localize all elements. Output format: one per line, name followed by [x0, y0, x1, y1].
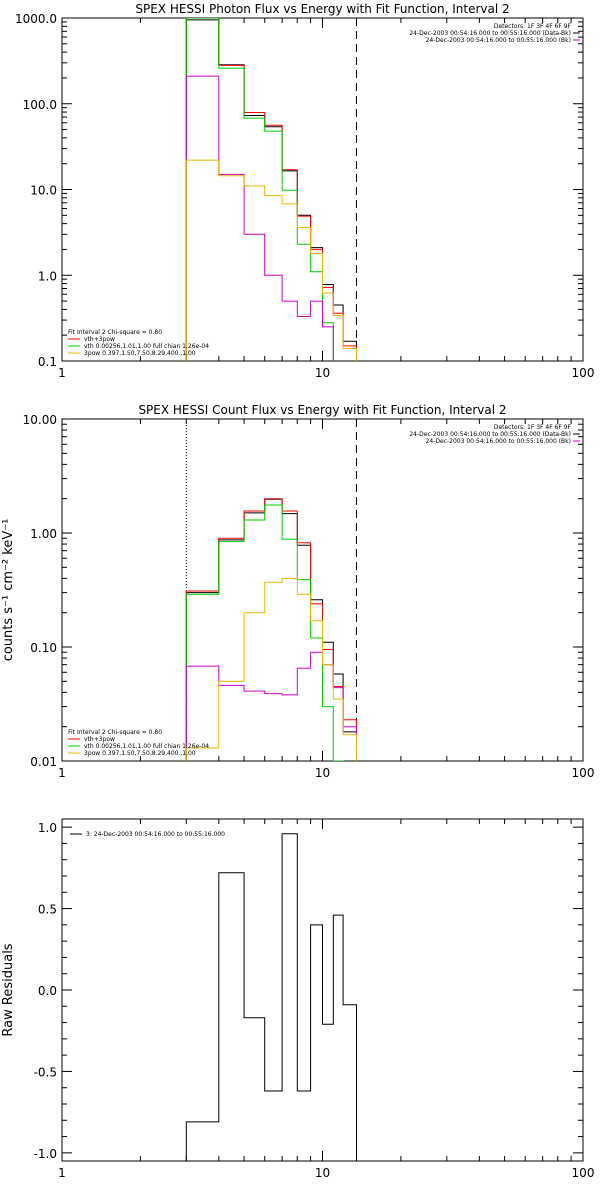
panel-title: SPEX HESSI Count Flux vs Energy with Fit… — [138, 403, 506, 417]
legend-entry: 24-Dec-2003 00:54:16.000 to 00:55:16.000… — [409, 431, 571, 438]
legend-top: 3: 24-Dec-2003 00:54:16.000 to 00:55:16.… — [70, 831, 225, 838]
y-axis-ticks — [62, 17, 583, 362]
y-tick-label: 1.0 — [38, 269, 57, 283]
y-axis-label: Raw Residuals — [1, 943, 16, 1036]
histogram-series-3 — [185, 75, 334, 361]
histogram-series-1 — [185, 18, 357, 361]
legend-entry: Fit Interval 2 Chi-square = 0.80 — [68, 329, 162, 336]
y-axis-ticks — [62, 826, 583, 1154]
x-tick-label: 10 — [315, 766, 330, 780]
legend-entry: 24-Dec-2003 00:54:16.000 to 00:55:16.000… — [426, 438, 571, 445]
panel-title: SPEX HESSI Photon Flux vs Energy with Fi… — [135, 2, 509, 16]
y-tick-label: 10.0 — [30, 184, 57, 198]
legend-bottom: Fit Interval 2 Chi-square = 0.80vth+3pow… — [68, 729, 209, 757]
legend-entry: vth 0.00256,1.01,1.00 full chian 1.26e-0… — [84, 343, 209, 350]
histogram-series-0 — [185, 498, 357, 761]
legend-entry: 24-Dec-2003 00:54:16.000 to 00:55:16.000… — [409, 30, 571, 37]
x-tick-label: 100 — [572, 366, 595, 380]
histogram-series-4 — [185, 159, 357, 361]
x-tick-label: 1 — [58, 366, 66, 380]
series-group — [185, 498, 357, 761]
x-tick-label: 10 — [315, 1166, 330, 1180]
legend-entry: 3pow 0.397,1.50,7.50,8.29,400.,1.00 — [84, 350, 196, 357]
y-tick-label: 100.0 — [23, 98, 57, 112]
y-axis-ticks — [62, 418, 583, 762]
panel-photon: SPEX HESSI Photon Flux vs Energy with Fi… — [15, 2, 595, 380]
y-tick-label: 0.0 — [38, 984, 57, 998]
y-axis-label: counts s⁻¹ cm⁻² keV⁻¹ — [1, 519, 16, 662]
x-tick-label: 100 — [572, 766, 595, 780]
x-tick-label: 10 — [315, 366, 330, 380]
histogram-series-1 — [185, 498, 357, 761]
histogram-series-2 — [185, 504, 344, 761]
plot-frame — [61, 418, 584, 762]
x-axis-ticks — [61, 18, 584, 361]
legend-entry: vth+3pow — [84, 736, 115, 743]
legend-entry: Detectors: 1F 3F 4F 6F 9F — [494, 23, 572, 30]
legend-entry: Fit Interval 2 Chi-square = 0.80 — [68, 729, 162, 736]
legend-entry: 24-Dec-2003 00:54:16.000 to 00:55:16.000… — [426, 37, 571, 44]
x-tick-label: 1 — [58, 766, 66, 780]
x-tick-label: 1 — [58, 1166, 66, 1180]
series-group — [185, 18, 357, 361]
y-tick-label: 0.1 — [38, 355, 57, 369]
legend-bottom: Fit Interval 2 Chi-square = 0.80vth+3pow… — [68, 329, 209, 357]
legend-entry: 3pow 0.397,1.50,7.50,8.29,400.,1.00 — [84, 750, 196, 757]
histogram-series-4 — [185, 577, 357, 761]
y-tick-label: 0.10 — [30, 641, 57, 655]
y-tick-label: 1.00 — [30, 527, 57, 541]
legend-entry: Detectors: 1F 3F 4F 6F 9F — [494, 424, 572, 431]
y-tick-label: 10.00 — [23, 413, 57, 427]
y-tick-label: 0.5 — [38, 903, 57, 917]
y-tick-label: -1.0 — [34, 1147, 57, 1161]
x-tick-label: 100 — [572, 1166, 595, 1180]
series-group — [185, 833, 357, 1161]
histogram-series-3 — [185, 651, 357, 761]
histogram-series-2 — [185, 18, 334, 361]
legend-entry: 3: 24-Dec-2003 00:54:16.000 to 00:55:16.… — [86, 831, 225, 838]
histogram-series-0 — [185, 19, 357, 361]
y-tick-label: 1000.0 — [15, 12, 57, 26]
panel-count: SPEX HESSI Count Flux vs Energy with Fit… — [1, 403, 595, 780]
y-tick-label: -0.5 — [34, 1065, 57, 1079]
legend-entry: vth+3pow — [84, 336, 115, 343]
y-tick-label: 0.01 — [30, 755, 57, 769]
histogram-series-0 — [185, 833, 357, 1161]
x-axis-ticks — [61, 419, 584, 761]
panel-residuals: Raw Residuals 1 10 100 -1.0 -0.5 0.0 0.5 1.0 3: 2… — [1, 818, 595, 1180]
y-tick-label: 1.0 — [38, 821, 57, 835]
legend-entry: vth 0.00256,1.01,1.00 full chian 1.26e-0… — [84, 743, 209, 750]
